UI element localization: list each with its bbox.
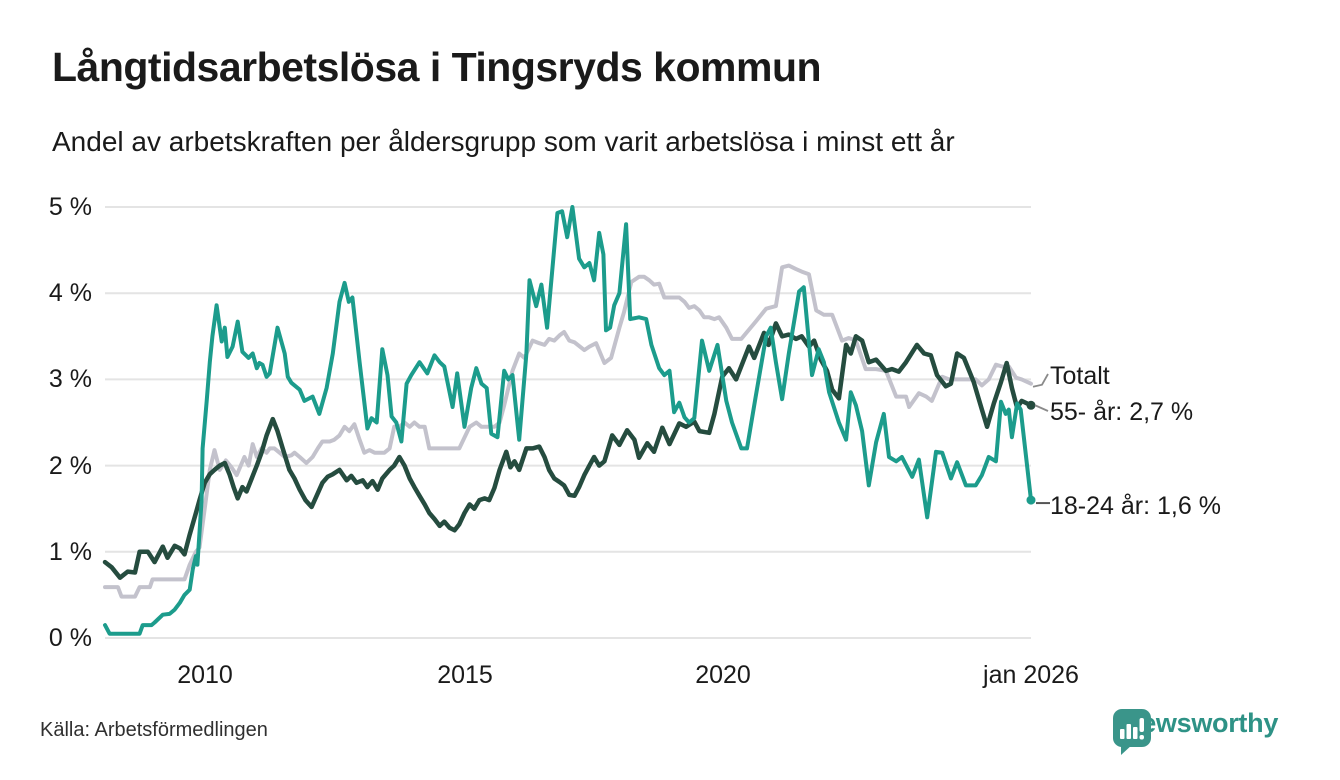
series-label-55-ar: 55- år: 2,7 % [1050, 398, 1194, 426]
y-axis-label-0: 0 % [48, 624, 92, 652]
x-axis-label-2015: 2015 [437, 661, 493, 689]
series-end-dot-2 [1026, 495, 1036, 505]
y-axis-label-3: 3 % [48, 365, 92, 393]
series-end-dot-1 [1026, 400, 1036, 410]
series-label-totalt: Totalt [1050, 362, 1110, 390]
newsworthy-logo: Newsworthy [1112, 708, 1278, 755]
x-axis-label-2010: 2010 [177, 661, 233, 689]
x-axis-label-2020: 2020 [695, 661, 751, 689]
series-label-18-24-ar: 18-24 år: 1,6 % [1050, 492, 1221, 520]
page-title: Långtidsarbetslösa i Tingsryds kommun [52, 44, 822, 90]
series-line-1 [102, 321, 1034, 580]
connector-totalt [1032, 373, 1049, 388]
x-axis-label-jan-2026: jan 2026 [983, 661, 1079, 689]
series-line-2 [103, 205, 1033, 636]
chart-subtitle: Andel av arbetskraften per åldersgrupp s… [52, 126, 955, 157]
connector-55-ar [1034, 404, 1049, 412]
y-axis-label-1: 1 % [48, 538, 92, 566]
y-axis-label-2: 2 % [48, 452, 92, 480]
source-text: Källa: Arbetsförmedlingen [40, 719, 268, 741]
series-line-0 [103, 263, 1033, 599]
newsworthy-bars-icon [1113, 709, 1151, 755]
y-axis-label-5: 5 % [48, 193, 92, 221]
y-axis-label-4: 4 % [48, 279, 92, 307]
